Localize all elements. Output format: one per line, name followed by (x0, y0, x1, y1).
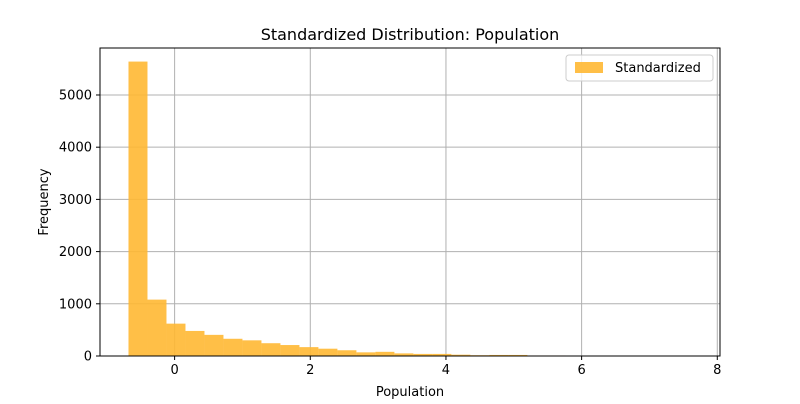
plot-frame (100, 48, 720, 356)
histogram-bar (166, 324, 185, 356)
legend-swatch (575, 62, 603, 73)
histogram-bar (299, 347, 318, 356)
histogram-bar (280, 345, 299, 356)
y-tick-label: 1000 (59, 297, 92, 312)
y-axis-label: Frequency (37, 168, 52, 235)
y-tick-label: 0 (84, 350, 92, 365)
x-tick-label: 0 (170, 363, 178, 378)
chart-title: Standardized Distribution: Population (261, 25, 560, 44)
histogram-bar (223, 339, 242, 356)
x-tick-label: 2 (306, 363, 314, 378)
histogram-bar (261, 343, 280, 356)
x-axis-ticks: 0 2 4 6 8 (170, 356, 721, 378)
histogram-bar (147, 300, 166, 356)
histogram-bar (242, 340, 261, 356)
legend: Standardized (566, 55, 713, 81)
histogram-bar (337, 350, 356, 356)
y-tick-label: 4000 (59, 141, 92, 156)
y-tick-label: 2000 (59, 245, 92, 260)
x-axis-label: Population (376, 385, 444, 400)
y-tick-label: 5000 (59, 88, 92, 103)
grid-lines (100, 48, 720, 356)
histogram-bars (128, 62, 698, 356)
histogram-bar (375, 352, 394, 356)
x-tick-label: 4 (442, 363, 450, 378)
y-axis-ticks: 0 1000 2000 3000 4000 5000 (59, 88, 100, 364)
histogram-bar (204, 335, 223, 356)
x-tick-label: 8 (713, 363, 721, 378)
x-tick-label: 6 (577, 363, 585, 378)
histogram-bar (318, 349, 337, 356)
histogram-bar (128, 62, 147, 356)
legend-label: Standardized (615, 61, 701, 76)
y-tick-label: 3000 (59, 193, 92, 208)
histogram-bar (185, 331, 204, 356)
histogram-bar (356, 352, 375, 356)
